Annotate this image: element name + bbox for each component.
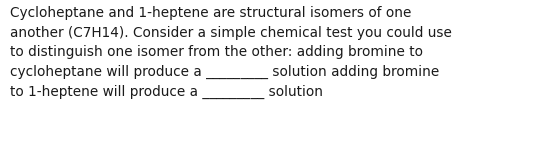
Text: Cycloheptane and 1-heptene are structural isomers of one
another (C7H14). Consid: Cycloheptane and 1-heptene are structura… (10, 6, 452, 99)
